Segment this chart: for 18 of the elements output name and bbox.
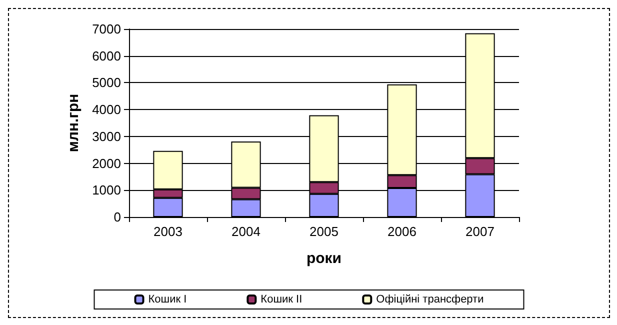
legend-label: Кошик II xyxy=(260,294,302,306)
y-tick-label: 0 xyxy=(114,210,121,224)
legend-label: Офіційні трансферти xyxy=(376,294,484,306)
y-tick-label: 3000 xyxy=(92,128,121,144)
y-tick-label: 6000 xyxy=(92,48,121,64)
x-tick-label: 2003 xyxy=(154,224,182,239)
y-tick-label: 4000 xyxy=(92,102,121,118)
x-tick-label: 2005 xyxy=(310,224,338,239)
x-axis-title: роки xyxy=(306,250,342,267)
x-tick-label: 2004 xyxy=(232,224,260,239)
y-tick-label: 2000 xyxy=(92,156,121,171)
x-tick-label: 2006 xyxy=(388,224,416,239)
y-tick-label: 5000 xyxy=(92,75,121,90)
y-tick-label: 7000 xyxy=(92,22,121,36)
y-tick-label: 1000 xyxy=(92,182,121,198)
y-axis-title: млн.грн xyxy=(65,94,82,152)
x-tick-label: 2007 xyxy=(466,224,494,239)
legend-label: Кошик I xyxy=(148,294,187,306)
